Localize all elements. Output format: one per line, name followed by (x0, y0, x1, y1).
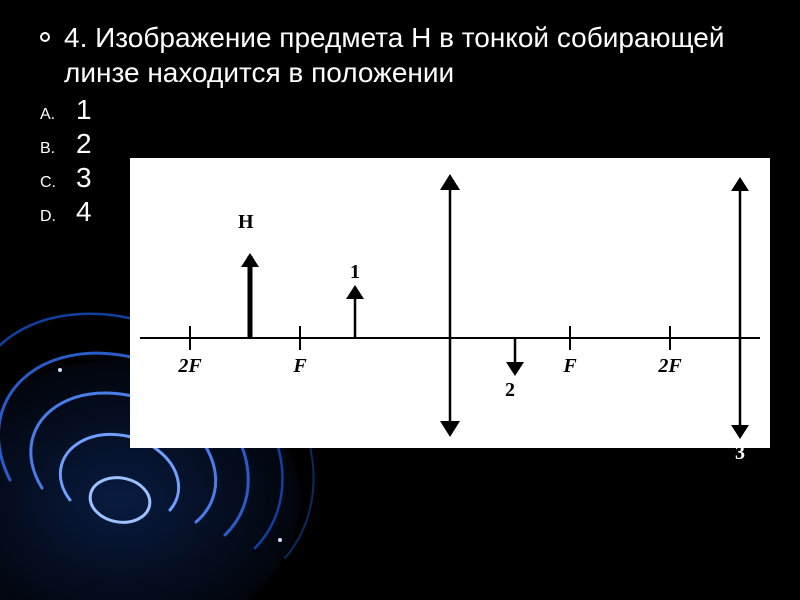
option-letter: D. (40, 208, 64, 226)
svg-text:2F: 2F (177, 355, 202, 377)
candidate-label-3: 3 (735, 442, 745, 465)
question-text: 4. Изображение предмета Н в тонкой собир… (64, 20, 770, 90)
option-text: 2 (76, 128, 92, 160)
option-letter: C. (40, 174, 64, 192)
option-b: B. 2 (40, 128, 770, 160)
svg-text:1: 1 (350, 261, 360, 283)
svg-text:H: H (238, 211, 254, 233)
option-text: 3 (76, 162, 92, 194)
question-number: 4. (64, 22, 87, 53)
option-text: 4 (76, 196, 92, 228)
svg-text:F: F (562, 355, 577, 377)
bullet-icon (40, 32, 50, 42)
option-text: 1 (76, 94, 92, 126)
svg-text:2F: 2F (657, 355, 682, 377)
option-letter: A. (40, 106, 64, 124)
candidate-label-4: 4 (735, 154, 745, 177)
lens-diagram: 2F F F 2F H 1 2 (130, 158, 770, 448)
option-a: A. 1 (40, 94, 770, 126)
svg-text:F: F (292, 355, 307, 377)
question-body: Изображение предмета Н в тонкой собирающ… (64, 22, 724, 88)
option-letter: B. (40, 140, 64, 158)
svg-text:2: 2 (505, 379, 515, 401)
